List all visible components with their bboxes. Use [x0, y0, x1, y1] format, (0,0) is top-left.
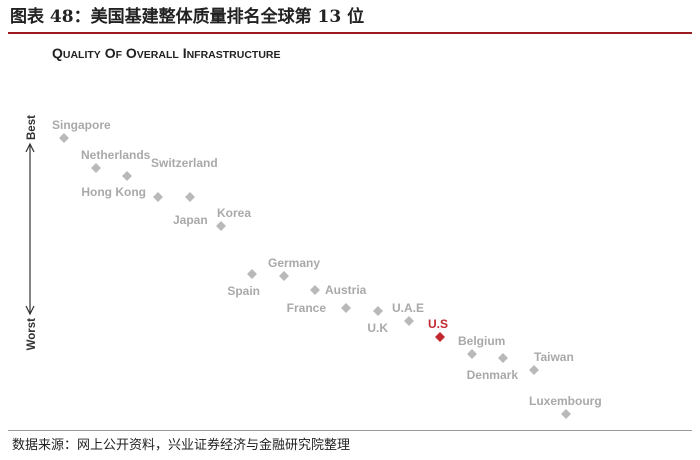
- label-switzerland: Switzerland: [151, 156, 218, 170]
- label-netherlands: Netherlands: [81, 148, 151, 162]
- marker-germany: [279, 271, 289, 281]
- chart-title: QUALITY OF OVERALL INFRASTRUCTURE: [52, 45, 281, 61]
- marker-austria: [310, 285, 320, 295]
- marker-u-k: [373, 306, 383, 316]
- label-japan: Japan: [173, 213, 208, 227]
- y-axis-best-label: Best: [26, 115, 38, 140]
- marker-singapore: [59, 133, 69, 143]
- marker-hong-kong: [153, 192, 163, 202]
- label-taiwan: Taiwan: [534, 350, 574, 364]
- label-u-s: U.S: [428, 317, 448, 331]
- source-rule: [8, 430, 692, 431]
- marker-korea: [216, 221, 226, 231]
- y-axis: Best Worst: [25, 115, 38, 351]
- marker-u-s: [435, 332, 445, 342]
- marker-belgium: [467, 349, 477, 359]
- label-austria: Austria: [325, 283, 367, 297]
- label-belgium: Belgium: [458, 334, 505, 348]
- marker-u-a-e: [404, 316, 414, 326]
- label-denmark: Denmark: [467, 368, 519, 382]
- marker-denmark: [498, 353, 508, 363]
- label-u-a-e: U.A.E: [392, 301, 424, 315]
- y-axis-arrow-up: [25, 142, 35, 153]
- label-u-k: U.K: [367, 321, 388, 335]
- title-rule: [8, 32, 692, 34]
- label-hong-kong: Hong Kong: [81, 185, 146, 199]
- figure-title: 图表 48：美国基建整体质量排名全球第 13 位: [10, 7, 365, 27]
- source-note: 数据来源：网上公开资料，兴业证券经济与金融研究院整理: [12, 438, 351, 453]
- infrastructure-chart: QUALITY OF OVERALL INFRASTRUCTURE Best W…: [25, 45, 602, 419]
- marker-luxembourg: [561, 409, 571, 419]
- y-axis-arrow-down: [25, 305, 35, 316]
- label-luxembourg: Luxembourg: [529, 394, 602, 408]
- y-axis-worst-label: Worst: [26, 318, 38, 351]
- marker-taiwan: [529, 365, 539, 375]
- marker-switzerland: [122, 171, 132, 181]
- label-france: France: [287, 301, 327, 315]
- label-korea: Korea: [217, 206, 251, 220]
- marker-netherlands: [91, 163, 101, 173]
- label-spain: Spain: [227, 284, 260, 298]
- marker-spain: [247, 269, 257, 279]
- marker-japan: [185, 192, 195, 202]
- label-germany: Germany: [268, 256, 320, 270]
- marker-france: [341, 303, 351, 313]
- label-singapore: Singapore: [52, 118, 111, 132]
